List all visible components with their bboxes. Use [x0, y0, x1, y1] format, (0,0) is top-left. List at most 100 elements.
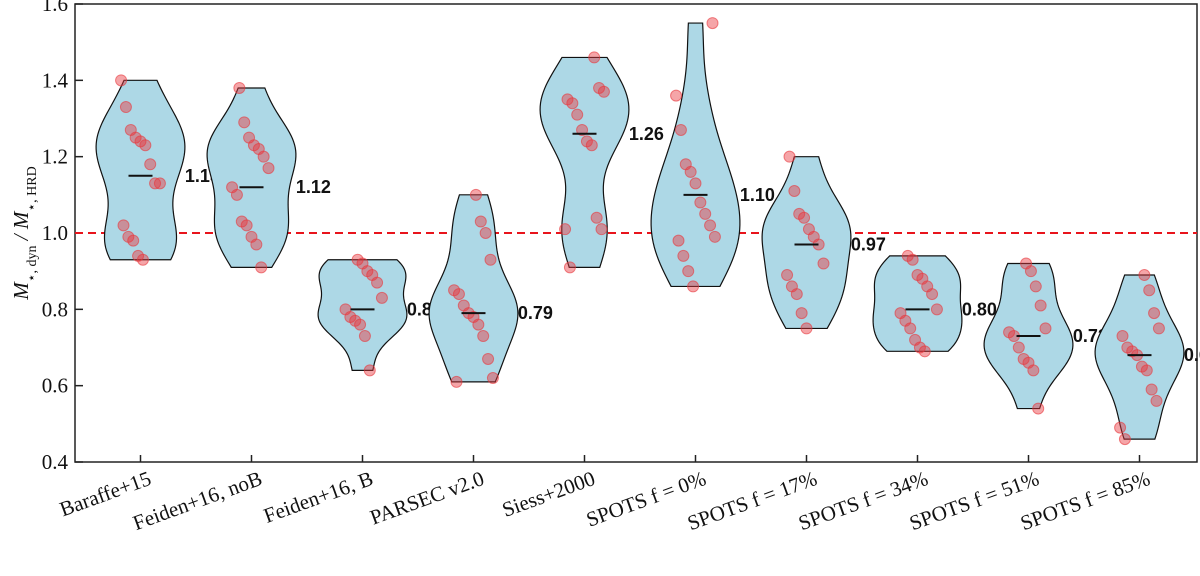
data-point — [484, 253, 497, 266]
data-point — [926, 288, 939, 301]
median-label: 1.12 — [296, 177, 331, 197]
data-point — [672, 234, 685, 247]
data-point — [684, 165, 697, 178]
data-point — [597, 85, 610, 98]
y-label-subscript: ⋆, HRD — [25, 166, 40, 211]
data-point — [798, 211, 811, 224]
y-tick-label: 1.0 — [42, 221, 68, 245]
data-point — [699, 207, 712, 220]
data-point — [571, 108, 584, 121]
data-point — [790, 288, 803, 301]
y-label-part: / — [9, 229, 33, 245]
median-label: 0.79 — [518, 303, 553, 323]
y-tick-label: 1.6 — [42, 0, 68, 16]
data-point — [687, 280, 700, 293]
data-point — [250, 238, 263, 251]
data-point — [1012, 341, 1025, 354]
data-point — [588, 51, 601, 64]
data-point — [127, 234, 140, 247]
data-point — [918, 345, 931, 358]
median-label: 0.97 — [851, 234, 886, 254]
data-point — [230, 188, 243, 201]
data-point — [486, 372, 499, 385]
data-point — [117, 219, 130, 232]
data-point — [674, 123, 687, 136]
y-tick-label: 0.6 — [42, 374, 68, 398]
data-point — [1032, 402, 1045, 415]
y-label-part: M — [9, 210, 33, 230]
data-point — [358, 330, 371, 343]
data-point — [677, 249, 690, 262]
data-point — [708, 230, 721, 243]
data-point — [262, 162, 275, 175]
data-point — [115, 74, 128, 87]
data-point — [906, 253, 919, 266]
data-point — [706, 17, 719, 30]
data-point — [1148, 307, 1161, 320]
data-point — [788, 185, 801, 198]
y-tick-label: 0.4 — [42, 450, 69, 474]
data-point — [479, 227, 492, 239]
data-point — [1116, 330, 1129, 343]
data-point — [1152, 322, 1165, 335]
data-point — [682, 265, 695, 278]
violin — [95, 79, 186, 261]
violin — [317, 259, 408, 371]
data-point — [566, 97, 579, 110]
data-point — [1138, 268, 1151, 281]
data-point — [257, 150, 270, 163]
data-point — [576, 123, 589, 136]
data-point — [255, 261, 268, 274]
y-label-part: M — [9, 281, 33, 301]
violin — [872, 255, 963, 352]
data-point — [563, 261, 576, 274]
data-point — [1145, 383, 1158, 396]
y-tick-label: 0.8 — [42, 297, 68, 321]
x-tick-label: Siess+2000 — [499, 466, 598, 522]
data-point — [704, 219, 717, 232]
data-point — [781, 268, 794, 281]
data-point — [450, 375, 463, 388]
data-point — [371, 276, 384, 289]
data-point — [1118, 433, 1131, 446]
data-point — [559, 223, 572, 236]
data-point — [689, 177, 702, 190]
data-point — [1140, 364, 1153, 377]
data-point — [800, 322, 813, 335]
data-point — [1029, 280, 1042, 293]
data-point — [1027, 364, 1040, 377]
data-point — [119, 101, 132, 114]
data-point — [1034, 299, 1047, 312]
data-point — [783, 150, 796, 163]
y-label-subscript: ⋆, dyn — [25, 245, 40, 282]
data-point — [474, 215, 487, 228]
data-point — [904, 322, 917, 335]
x-tick-label: Feiden+16, noB — [130, 466, 266, 535]
y-tick-label: 1.2 — [42, 145, 68, 169]
data-point — [238, 116, 251, 129]
data-point — [482, 352, 495, 365]
x-tick-label: PARSEC v2.0 — [367, 466, 487, 529]
data-point — [149, 177, 162, 190]
data-point — [136, 253, 149, 266]
data-point — [1150, 394, 1163, 407]
y-tick-label: 1.4 — [42, 68, 69, 92]
data-point — [1039, 322, 1052, 335]
data-point — [233, 81, 246, 94]
data-point — [1024, 265, 1037, 278]
data-point — [930, 303, 943, 316]
median-label: 0.68 — [1184, 345, 1200, 365]
data-point — [817, 257, 830, 270]
data-point — [1114, 421, 1127, 434]
data-point — [795, 307, 808, 320]
data-point — [153, 177, 166, 190]
data-point — [477, 330, 490, 343]
data-point — [694, 196, 707, 209]
median-label: 1.26 — [629, 124, 664, 144]
data-point — [585, 139, 598, 152]
data-point — [144, 158, 157, 171]
x-tick-label: Feiden+16, B — [260, 466, 376, 528]
data-point — [363, 364, 376, 377]
data-point — [590, 211, 603, 224]
